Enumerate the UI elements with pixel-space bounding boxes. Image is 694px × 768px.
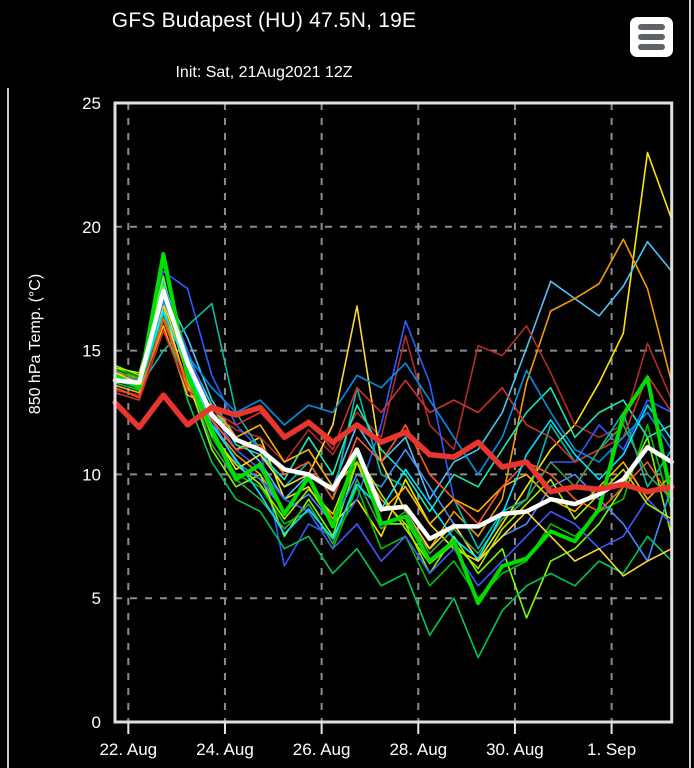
scrollbar[interactable] — [689, 0, 691, 768]
page-title: GFS Budapest (HU) 47.5N, 19E — [111, 9, 417, 32]
init-time-subtitle: Init: Sat, 21Aug2021 12Z — [175, 64, 353, 81]
x-tick-label: 1. Sep — [587, 740, 636, 759]
x-tick-label: 24. Aug — [196, 740, 254, 759]
series-p05 — [114, 270, 673, 567]
series-gfs-main-run — [112, 392, 675, 495]
y-tick-label: 10 — [82, 465, 101, 484]
series-p20 — [114, 310, 673, 560]
hamburger-menu-icon — [638, 44, 665, 50]
series-p17 — [114, 300, 673, 476]
y-tick-label: 0 — [92, 713, 101, 732]
x-tick-label: 22. Aug — [99, 740, 157, 759]
series-p02 — [114, 240, 673, 501]
series-p08 — [114, 312, 673, 659]
y-tick-label: 25 — [82, 94, 101, 113]
hamburger-menu-icon — [638, 24, 665, 30]
plot-border — [113, 101, 674, 724]
y-tick-label: 5 — [92, 589, 101, 608]
series-p07 — [114, 275, 673, 619]
y-tick-label: 20 — [82, 218, 101, 237]
series-p15 — [114, 317, 673, 525]
series-ensemble-mean — [112, 288, 674, 542]
series-p10 — [114, 280, 673, 513]
menu-button[interactable] — [630, 17, 673, 57]
series-control-run — [113, 252, 674, 606]
hamburger-menu-icon — [638, 34, 665, 40]
series-p14 — [114, 324, 673, 525]
y-tick-label: 15 — [82, 342, 101, 361]
panel-edge-line — [7, 88, 9, 768]
x-tick-label: 26. Aug — [293, 740, 351, 759]
x-tick-label: 30. Aug — [486, 740, 544, 759]
x-tick-label: 28. Aug — [389, 740, 447, 759]
